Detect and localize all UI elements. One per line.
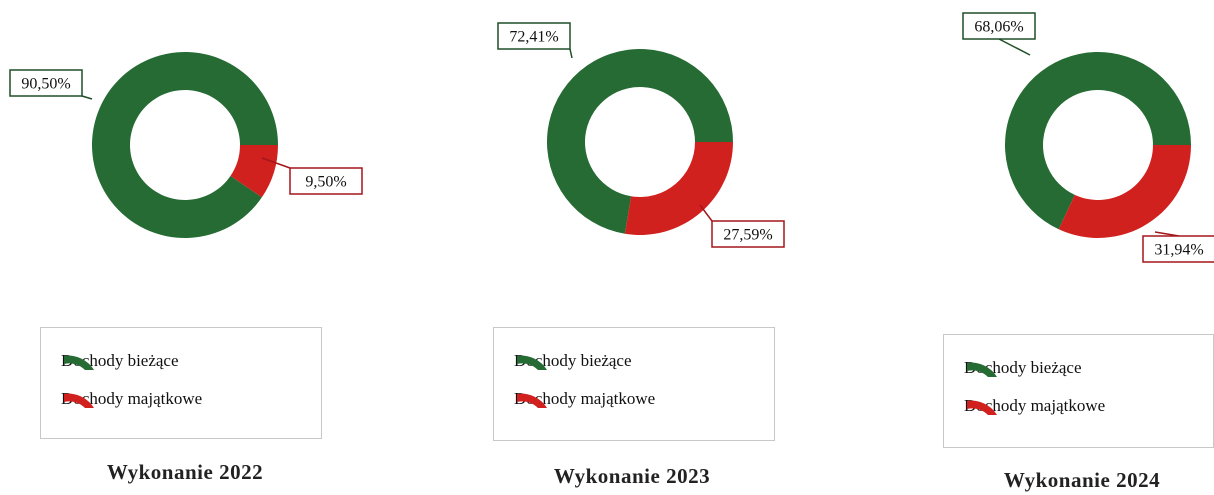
slice-dochody-majatkowe xyxy=(1058,145,1191,238)
data-label: 31,94% xyxy=(1154,242,1203,259)
legend-item-capital: Dochody majątkowe xyxy=(514,384,655,414)
leader-line xyxy=(261,157,291,169)
data-label: 68,06% xyxy=(974,19,1023,36)
legend-item-capital: Dochody majątkowe xyxy=(964,391,1105,421)
legend-item-capital: Dochody majątkowe xyxy=(61,384,202,414)
arc-swatch-icon xyxy=(64,355,94,370)
data-label: 27,59% xyxy=(723,227,772,244)
donut-chart-2024: 68,06% 31,94% xyxy=(962,12,1214,263)
arc-swatch-icon xyxy=(967,400,997,415)
data-label-box xyxy=(1142,235,1214,263)
legend-label-capital: Dochody majątkowe xyxy=(61,389,203,408)
data-label-box xyxy=(289,167,363,195)
legend: Dochody bieżące Dochody majątkowe xyxy=(943,334,1214,448)
slice-dochody-biezace xyxy=(547,48,733,234)
arc-swatch-icon xyxy=(517,355,547,370)
legend: Dochody bieżące Dochody majątkowe xyxy=(493,327,775,441)
donut-chart-2022: 90,50% 9,50% xyxy=(9,51,363,238)
chart-title-2022: Wykonanie 2022 xyxy=(106,460,264,484)
slice-dochody-majatkowe xyxy=(624,142,733,236)
legend-label-capital: Dochody majątkowe xyxy=(514,389,656,408)
legend-item-current: Dochody bieżące xyxy=(61,346,179,376)
legend-label-capital: Dochody majątkowe xyxy=(964,396,1106,415)
data-label: 90,50% xyxy=(21,76,70,93)
leader-line xyxy=(998,38,1031,56)
data-label: 72,41% xyxy=(509,29,558,46)
data-label-box xyxy=(962,12,1036,40)
chart-panel-2022: 90,50% 9,50% Dochody bieżące Dochody mają… xyxy=(0,0,400,495)
leader-line xyxy=(81,95,93,100)
chart-panel-2024: 68,06% 31,94% Dochody bieżące Dochody maj… xyxy=(820,0,1214,495)
legend: Dochody bieżące Dochody majątkowe xyxy=(40,327,322,439)
legend-item-current: Dochody bieżące xyxy=(964,353,1082,383)
leader-line xyxy=(699,204,713,222)
slice-dochody-biezace xyxy=(92,51,279,238)
data-label-box xyxy=(497,22,571,50)
arc-swatch-icon xyxy=(64,393,94,408)
arc-swatch-icon xyxy=(517,393,547,408)
leader-line xyxy=(569,48,573,59)
chart-panel-2023: 72,41% 27,59% Dochody bieżące Dochody maj… xyxy=(400,0,820,495)
data-label: 9,50% xyxy=(305,174,346,191)
slice-dochody-majatkowe xyxy=(230,145,279,198)
arc-swatch-icon xyxy=(967,362,997,377)
chart-title-2023: Wykonanie 2023 xyxy=(553,464,711,488)
chart-title-2024: Wykonanie 2024 xyxy=(1003,468,1161,492)
donut-chart-2023: 72,41% 27,59% xyxy=(497,22,785,248)
data-label-box xyxy=(711,220,785,248)
legend-item-current: Dochody bieżące xyxy=(514,346,632,376)
data-label-box xyxy=(9,69,83,97)
slice-dochody-biezace xyxy=(1005,51,1191,230)
